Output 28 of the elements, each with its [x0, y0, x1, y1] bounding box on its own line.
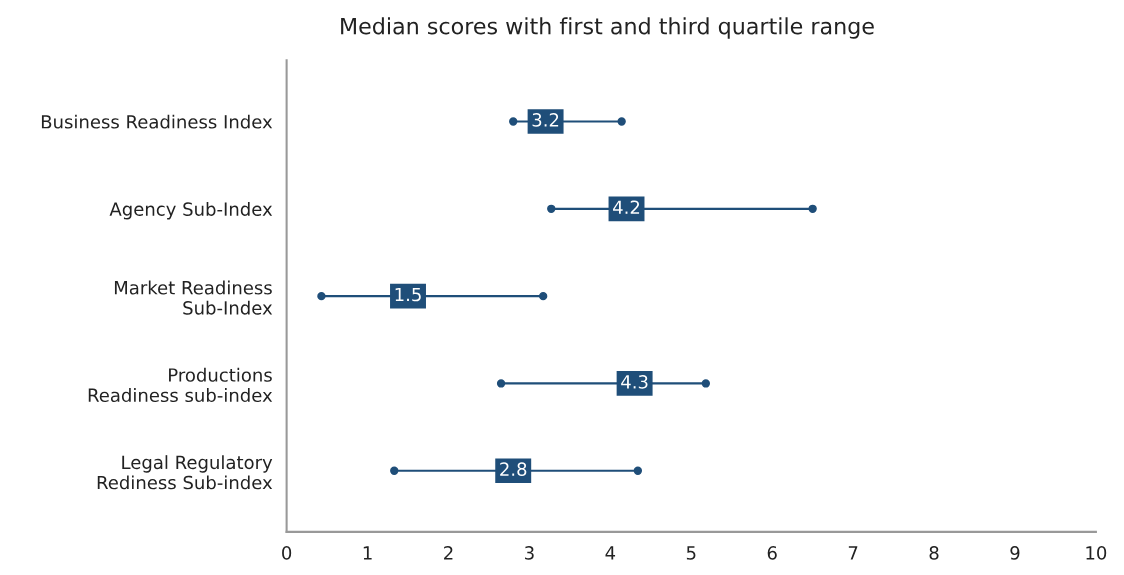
- point: [633, 466, 643, 475]
- point: [509, 117, 518, 126]
- x-tick-label: 3: [525, 546, 534, 560]
- x-tick-label: 1: [363, 546, 372, 560]
- point: [808, 204, 817, 213]
- point: [496, 379, 506, 388]
- x-tick-label: 8: [929, 546, 939, 560]
- y-tick-label: Productions Readiness sub-index: [88, 367, 273, 403]
- point: [317, 291, 326, 301]
- point: [538, 291, 548, 301]
- point: [547, 204, 556, 213]
- x-tick-label: 9: [1010, 546, 1020, 560]
- point: [617, 117, 626, 126]
- point: [701, 379, 710, 388]
- x-tick-label: 5: [686, 546, 696, 560]
- y-tick-label: Business Readiness Index: [41, 114, 273, 129]
- y-tick-label: Market Readiness Sub-Index: [114, 280, 273, 315]
- x-tick-label: 6: [767, 546, 777, 560]
- data-label: 1.5: [395, 287, 421, 302]
- y-tick-label: Agency Sub-Index: [109, 201, 273, 220]
- point: [390, 466, 399, 475]
- x-tick-label: 10: [1086, 546, 1107, 560]
- x-tick-label: 7: [848, 546, 858, 560]
- x-tick-label: 4: [605, 546, 616, 560]
- x-tick-label: 0: [282, 546, 292, 560]
- y-tick-label: Legal Regulatory Rediness Sub-index: [97, 455, 273, 490]
- x-tick-label: 2: [444, 546, 453, 560]
- chart-title: Median scores with first and third quartile range: [341, 17, 874, 39]
